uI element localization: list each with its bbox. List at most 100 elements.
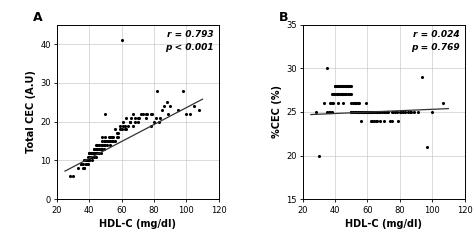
Point <box>360 110 368 114</box>
Point <box>97 143 104 147</box>
Point <box>119 123 127 127</box>
Point <box>139 112 146 116</box>
Point <box>339 101 347 105</box>
Point <box>92 143 100 147</box>
Point <box>338 92 346 96</box>
Point <box>79 166 87 170</box>
X-axis label: HDL-C (mg/dl): HDL-C (mg/dl) <box>345 219 422 229</box>
Point <box>377 119 384 123</box>
Point <box>344 84 352 88</box>
Point <box>97 147 104 151</box>
Point <box>374 110 381 114</box>
Point <box>108 139 116 143</box>
Point <box>330 92 337 96</box>
Point <box>331 92 339 96</box>
Point <box>101 139 109 143</box>
Point <box>343 84 350 88</box>
Point <box>336 92 344 96</box>
Point <box>339 84 347 88</box>
Point <box>103 143 111 147</box>
Point <box>97 147 104 151</box>
Point <box>77 162 85 166</box>
Point <box>352 110 360 114</box>
Point <box>380 119 387 123</box>
Point <box>428 110 436 114</box>
Point <box>368 119 376 123</box>
Text: r = 0.793
p < 0.001: r = 0.793 p < 0.001 <box>165 30 214 52</box>
Point <box>380 110 387 114</box>
Point <box>82 158 90 162</box>
Point <box>338 92 346 96</box>
Point <box>398 110 405 114</box>
Point <box>111 127 119 131</box>
Point <box>92 154 100 158</box>
Point <box>82 158 90 162</box>
Text: A: A <box>33 11 42 24</box>
Point <box>116 127 124 131</box>
Point <box>84 158 91 162</box>
Point <box>382 110 389 114</box>
Point <box>105 139 112 143</box>
Point <box>99 135 106 139</box>
Point <box>85 154 93 158</box>
Point <box>347 84 355 88</box>
Point <box>134 116 142 120</box>
Point <box>336 84 344 88</box>
Point <box>349 110 357 114</box>
Point <box>388 119 395 123</box>
Point <box>87 154 95 158</box>
Point <box>160 104 167 108</box>
Point <box>108 135 116 139</box>
Point <box>327 101 334 105</box>
Point <box>333 92 340 96</box>
Point <box>93 143 101 147</box>
Point <box>315 154 323 157</box>
Point <box>339 92 347 96</box>
Point <box>85 151 93 155</box>
Point <box>85 154 93 158</box>
Point <box>330 101 337 105</box>
Point <box>129 123 137 127</box>
Point <box>354 110 362 114</box>
Point <box>364 110 371 114</box>
Point <box>320 101 328 105</box>
Point <box>154 89 161 92</box>
Point <box>323 66 331 70</box>
Point <box>362 101 370 105</box>
Point <box>89 158 96 162</box>
Point <box>382 110 389 114</box>
Point <box>77 162 85 166</box>
Point <box>344 84 352 88</box>
Point <box>335 84 342 88</box>
Point <box>150 120 158 123</box>
Point <box>89 151 96 155</box>
Y-axis label: %CEC (%): %CEC (%) <box>272 85 282 138</box>
Point <box>123 127 130 131</box>
Point <box>108 135 116 139</box>
Point <box>346 92 354 96</box>
Point <box>331 92 339 96</box>
Point <box>368 110 376 114</box>
Point <box>351 101 358 105</box>
Point <box>374 119 381 123</box>
Point <box>100 139 108 143</box>
Point <box>331 84 339 88</box>
Point <box>368 110 376 114</box>
Point <box>186 112 193 116</box>
Point <box>370 110 378 114</box>
Point <box>396 110 403 114</box>
Point <box>156 116 164 120</box>
X-axis label: HDL-C (mg/dl): HDL-C (mg/dl) <box>99 219 176 229</box>
Point <box>89 151 96 155</box>
Point <box>338 92 346 96</box>
Y-axis label: Total CEC (A.U): Total CEC (A.U) <box>26 71 36 153</box>
Point <box>85 158 93 162</box>
Point <box>111 139 119 143</box>
Point <box>346 92 354 96</box>
Point <box>351 110 358 114</box>
Point <box>362 110 370 114</box>
Point <box>95 151 103 155</box>
Point <box>152 116 159 120</box>
Point <box>347 110 355 114</box>
Point <box>347 110 355 114</box>
